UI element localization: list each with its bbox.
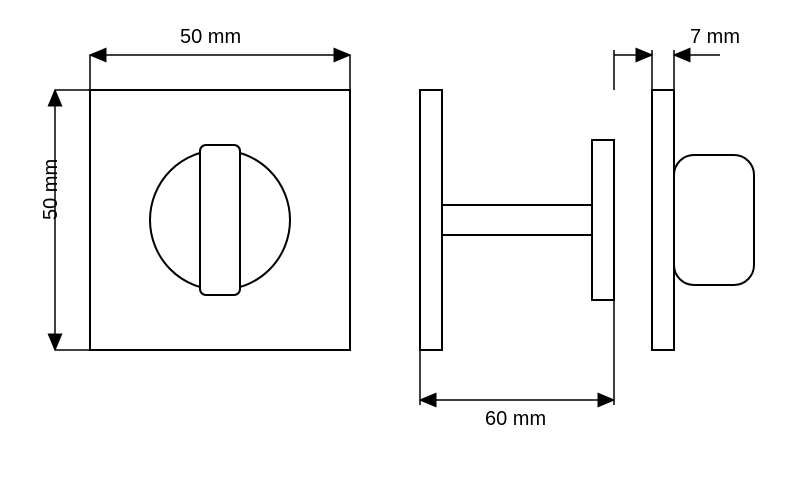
knob-profile: [674, 155, 754, 285]
knob-bar: [200, 145, 240, 295]
label-thickness-7: 7 mm: [690, 26, 740, 49]
front-view: [90, 90, 350, 350]
shaft: [442, 205, 592, 235]
side-view-assembly: [420, 90, 614, 350]
extension-lines: [55, 50, 674, 405]
knob-plate: [652, 90, 674, 350]
side-plate-right: [592, 140, 614, 300]
dimension-lines: [55, 55, 720, 400]
side-plate-left: [420, 90, 442, 350]
label-width-50: 50 mm: [180, 26, 241, 49]
side-view-knob: [652, 90, 754, 350]
technical-drawing: [0, 0, 800, 500]
label-height-50: 50 mm: [40, 159, 63, 220]
label-depth-60: 60 mm: [485, 408, 546, 431]
